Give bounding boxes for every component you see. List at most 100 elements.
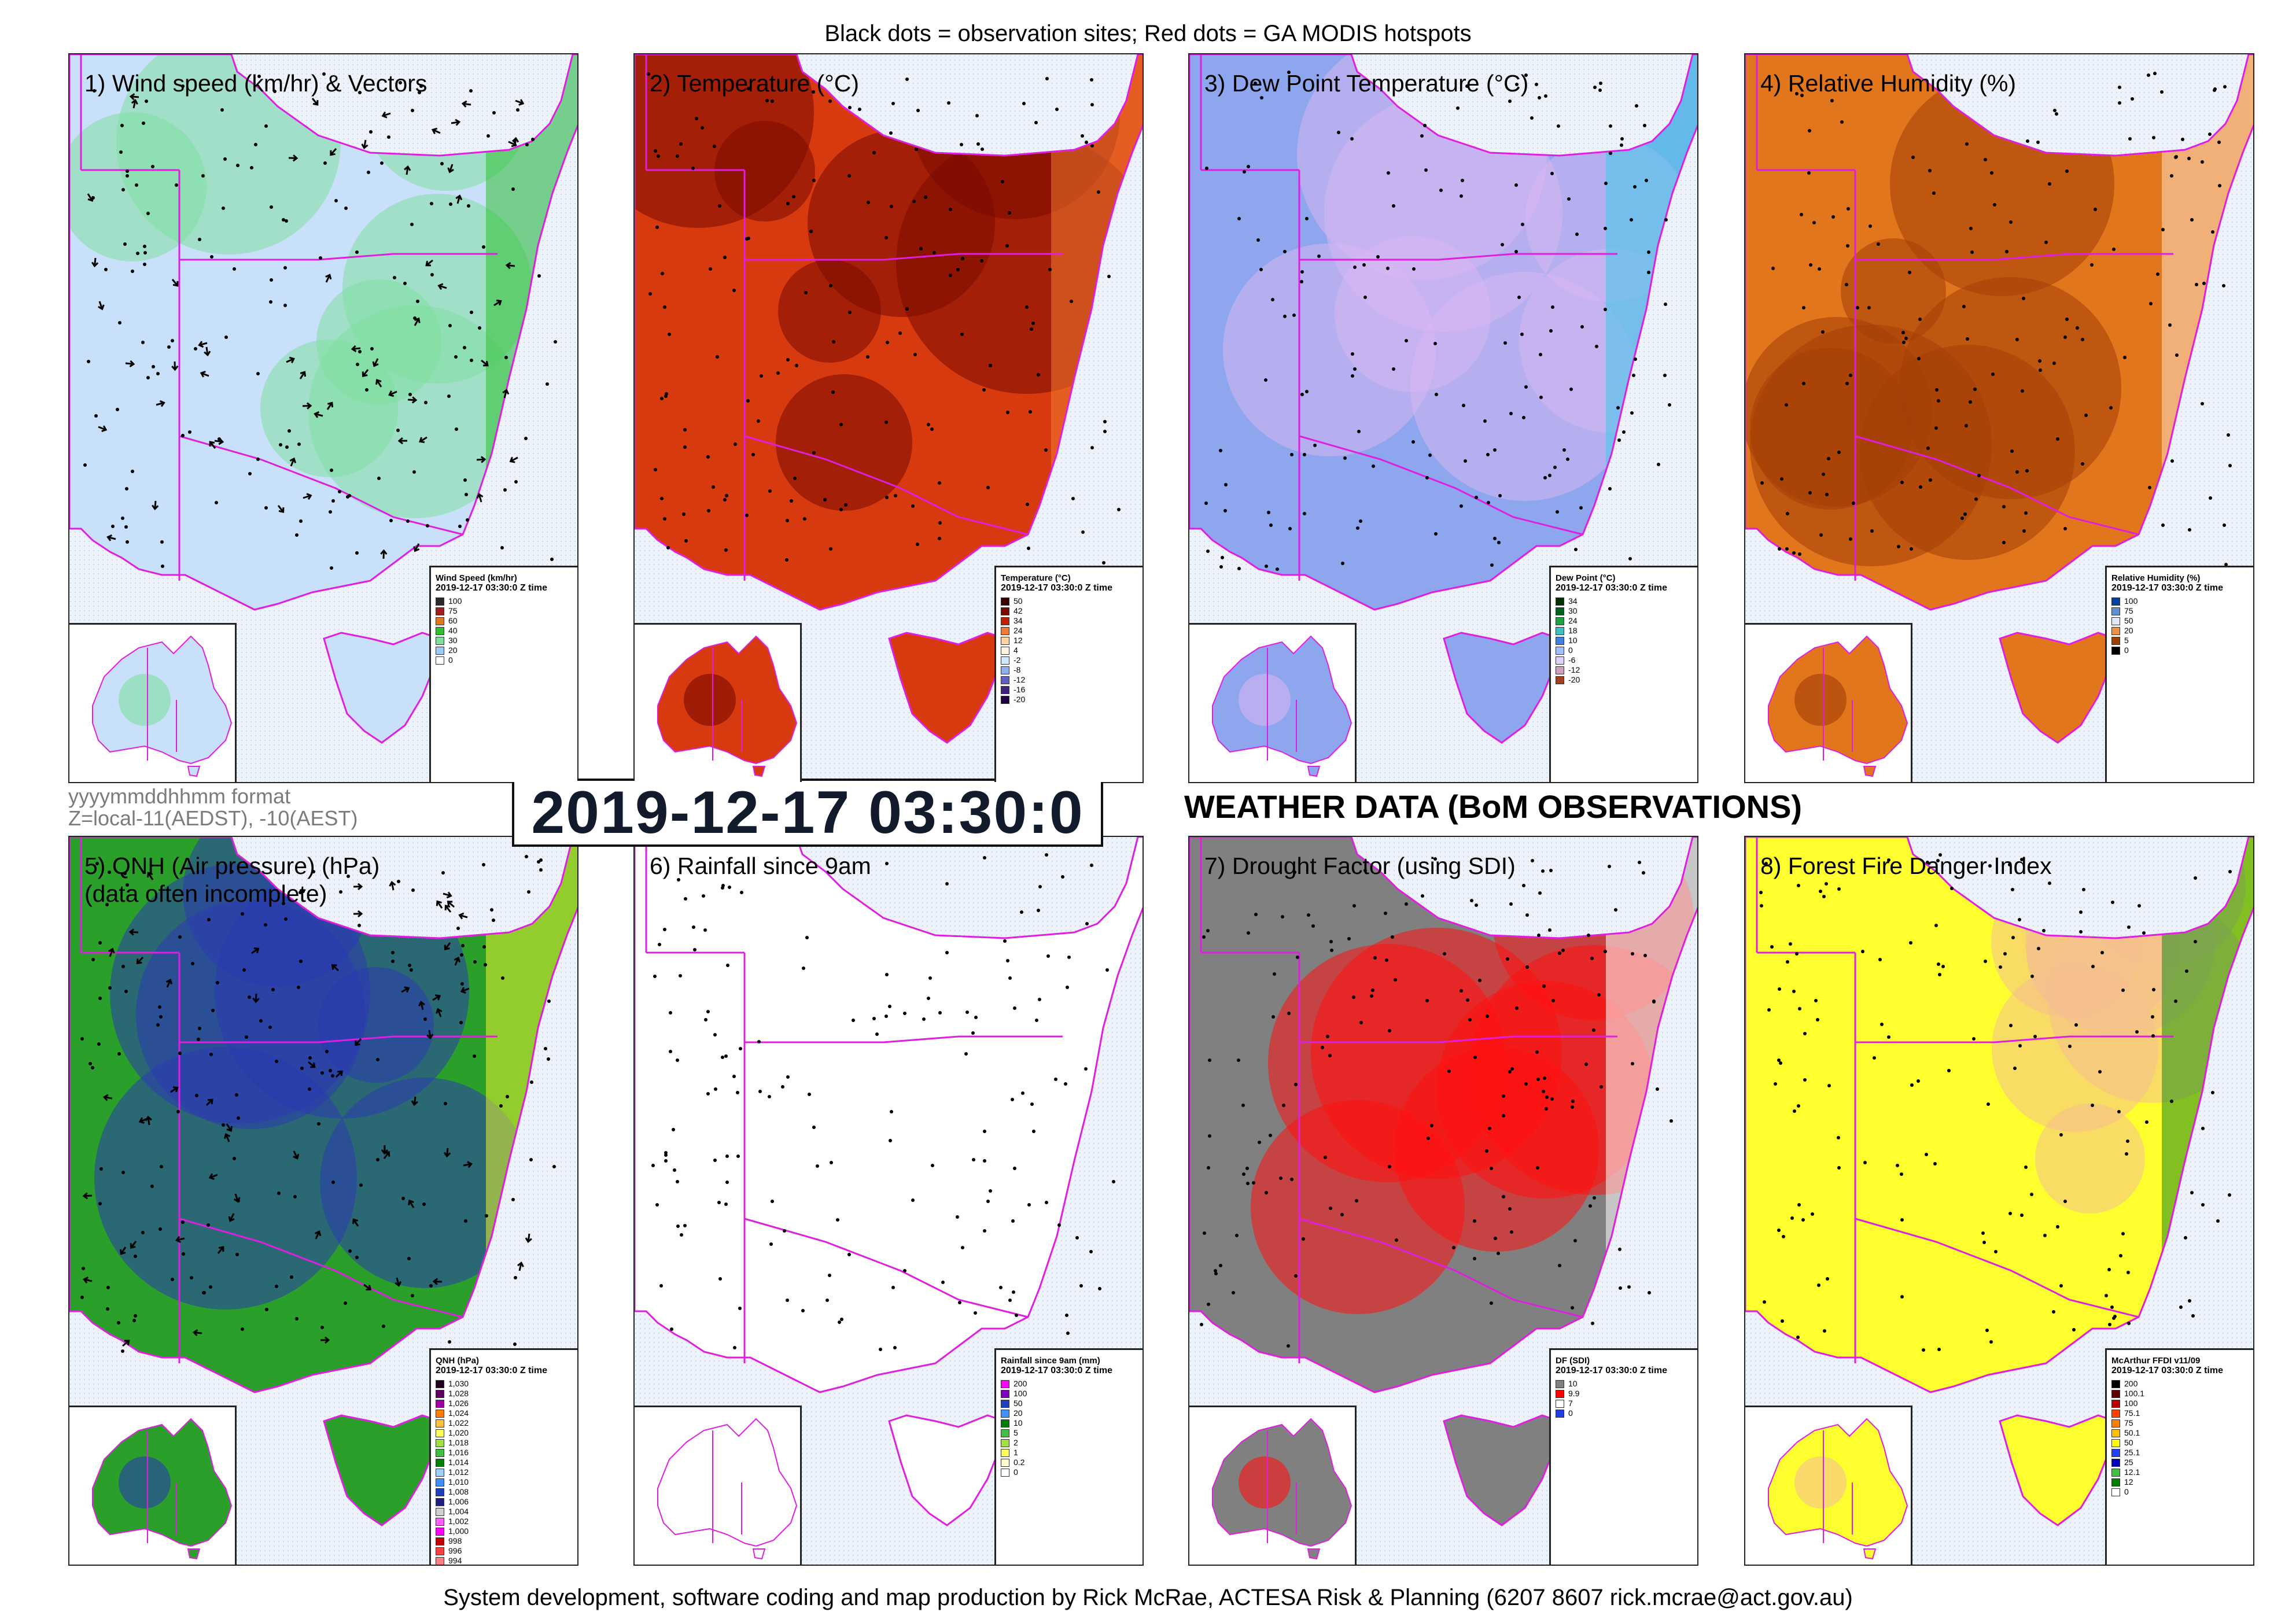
legend-entry-label: 40 [448,626,458,635]
legend-entry: 100 [1001,1389,1138,1399]
tasmania-coastline [1999,1414,2117,1526]
legend-swatch [1001,607,1009,615]
legend-entry-label: 75 [448,606,458,615]
legend-swatch [436,1517,444,1526]
legend-swatch [2111,1419,2120,1427]
legend-date: 2019-12-17 03:30:0 Z time [436,583,547,593]
legend-entry: 100.1 [2111,1389,2249,1399]
legend-entry-label: 100.1 [2124,1389,2145,1398]
legend-entry: -2 [1001,655,1138,665]
panel-title: 2) Temperature (°C) [650,70,859,97]
legend-swatch [1001,636,1009,645]
legend-swatch [1556,617,1564,625]
legend-entry: 75.1 [2111,1408,2249,1418]
legend-entry: 1,018 [436,1438,573,1448]
legend-entry-label: 200 [1014,1379,1027,1388]
legend-entry: 50 [2111,616,2249,626]
legend-entry-label: 1,022 [448,1418,469,1427]
legend-entry-label: 5 [2124,636,2129,645]
map-panel-4: 4) Relative Humidity (%) Relative Humidi… [1744,53,2254,783]
legend-title: Rainfall since 9am (mm) [1001,1356,1100,1366]
legend-date: 2019-12-17 03:30:0 Z time [436,1366,547,1375]
legend-entry: 100 [2111,1399,2249,1408]
legend-entry-label: 1,016 [448,1448,469,1457]
legend-entry: -20 [1556,675,1693,685]
legend-swatch [436,1409,444,1418]
panel-title: 1) Wind speed (km/hr) & Vectors [84,70,427,97]
format-note-line1: yyyymmddhhmm format [68,784,291,808]
tasmania-coastline [323,1414,441,1526]
legend-entry: 1,010 [436,1477,573,1487]
legend-swatch [436,1458,444,1467]
legend-entry-label: 60 [448,616,458,625]
legend-swatch [2111,1448,2120,1457]
legend-entry-label: 25 [2124,1458,2133,1467]
legend-entry: 1,008 [436,1487,573,1497]
legend-swatch [1001,1399,1009,1408]
legend-swatch [2111,1458,2120,1467]
wind-vectors [82,872,532,1347]
australia-inset-map [635,1406,802,1565]
legend-swatch [436,636,444,645]
legend-entry-label: 0 [1568,645,1573,655]
legend-swatch [436,656,444,665]
legend-swatch [1001,1379,1009,1388]
legend-entry-label: 0.2 [1014,1458,1025,1467]
legend-entry: 24 [1556,616,1693,626]
legend-swatch [436,1438,444,1447]
legend-entry-label: 1 [1014,1448,1018,1457]
legend-entry: 34 [1001,616,1138,626]
legend-entry: 1,028 [436,1389,573,1399]
legend-entry: 1,022 [436,1418,573,1428]
legend-entry: 1,014 [436,1458,573,1467]
legend-entry: 50 [1001,596,1138,606]
legend-entry: 1,002 [436,1517,573,1526]
state-borders [80,54,497,581]
legend-swatch [436,1399,444,1408]
legend-entry: 1,020 [436,1428,573,1438]
map-panel-3: 3) Dew Point Temperature (°C) Dew Point … [1188,53,1698,783]
legend-entry: 30 [436,636,573,645]
legend-swatch [1556,676,1564,684]
legend-entry: 1,006 [436,1497,573,1507]
map-legend: DF (SDI) 2019-12-17 03:30:0 Z time 10 9.… [1549,1348,1697,1565]
observation-sites [1200,857,1673,1348]
observation-datetime: 2019-12-17 03:30:0 [512,779,1103,847]
legend-entry-label: 24 [1568,616,1578,625]
legend-entry-label: 24 [1014,626,1023,635]
state-borders [80,837,497,1363]
legend-entry-label: -6 [1568,655,1576,665]
weather-map [1745,837,2253,1565]
legend-swatch [1001,685,1009,694]
legend-entry-label: 50 [2124,616,2133,625]
state-borders [1756,837,2173,1363]
legend-swatch [2111,1389,2120,1398]
legend-swatch [2111,1409,2120,1418]
map-panel-8: 8) Forest Fire Danger Index McArthur FFD… [1744,836,2254,1566]
legend-entry: -20 [1001,695,1138,704]
legend-swatch [1001,617,1009,625]
legend-entry: 994 [436,1556,573,1565]
legend-entry-label: 75 [2124,1418,2133,1427]
legend-date: 2019-12-17 03:30:0 Z time [1001,583,1112,593]
legend-entry-label: 34 [1568,596,1578,606]
legend-entry-label: 200 [2124,1379,2138,1388]
legend-entry: 10 [1001,1418,1138,1428]
legend-swatch [1556,1379,1564,1388]
legend-entry-label: -20 [1014,695,1026,704]
legend-swatch [1556,636,1564,645]
legend-entry: 9.9 [1556,1389,1693,1399]
state-borders [1200,837,1617,1363]
legend-entry-label: 50 [1014,1399,1023,1408]
legend-swatch [2111,617,2120,625]
legend-entry: 0.2 [1001,1458,1138,1467]
legend-entry-label: 50 [1014,596,1023,606]
legend-entry-label: 5 [1014,1428,1018,1437]
legend-entry-label: 100 [1014,1389,1027,1398]
legend-entry-label: 42 [1014,606,1023,615]
australia-inset-map [1745,1406,1912,1565]
panel-title: 6) Rainfall since 9am [650,853,871,879]
legend-entry: 2 [1001,1438,1138,1448]
state-borders [645,837,1063,1363]
legend-entry: 20 [1001,1408,1138,1418]
